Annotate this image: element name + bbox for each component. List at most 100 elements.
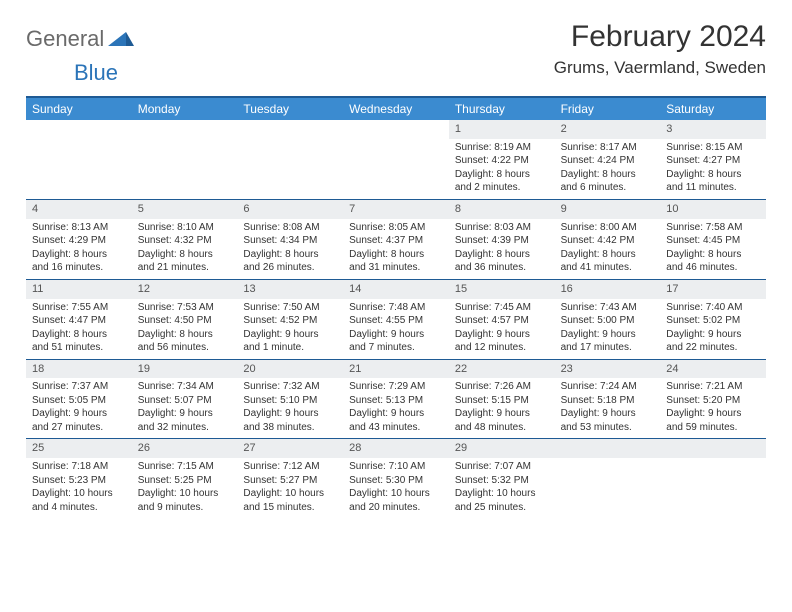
week-row: 4Sunrise: 8:13 AMSunset: 4:29 PMDaylight… — [26, 199, 766, 279]
day-details: Sunrise: 8:15 AMSunset: 4:27 PMDaylight:… — [660, 139, 766, 199]
day-number — [660, 439, 766, 458]
day-details: Sunrise: 7:55 AMSunset: 4:47 PMDaylight:… — [26, 299, 132, 359]
daylight-text: Daylight: 9 hours and 22 minutes. — [666, 328, 760, 355]
day-details: Sunrise: 7:53 AMSunset: 4:50 PMDaylight:… — [132, 299, 238, 359]
day-details — [660, 458, 766, 464]
day-cell: 13Sunrise: 7:50 AMSunset: 4:52 PMDayligh… — [237, 280, 343, 359]
day-cell: 28Sunrise: 7:10 AMSunset: 5:30 PMDayligh… — [343, 439, 449, 518]
day-cell: 2Sunrise: 8:17 AMSunset: 4:24 PMDaylight… — [555, 120, 661, 199]
daylight-text: Daylight: 9 hours and 17 minutes. — [561, 328, 655, 355]
day-cell: 24Sunrise: 7:21 AMSunset: 5:20 PMDayligh… — [660, 360, 766, 439]
day-details: Sunrise: 7:07 AMSunset: 5:32 PMDaylight:… — [449, 458, 555, 518]
day-cell: 4Sunrise: 8:13 AMSunset: 4:29 PMDaylight… — [26, 200, 132, 279]
day-details: Sunrise: 8:08 AMSunset: 4:34 PMDaylight:… — [237, 219, 343, 279]
weekday-label: Wednesday — [343, 98, 449, 120]
sunset-text: Sunset: 5:25 PM — [138, 474, 232, 488]
day-details: Sunrise: 7:45 AMSunset: 4:57 PMDaylight:… — [449, 299, 555, 359]
day-cell: 15Sunrise: 7:45 AMSunset: 4:57 PMDayligh… — [449, 280, 555, 359]
daylight-text: Daylight: 10 hours and 20 minutes. — [349, 487, 443, 514]
day-details: Sunrise: 7:32 AMSunset: 5:10 PMDaylight:… — [237, 378, 343, 438]
sunrise-text: Sunrise: 7:12 AM — [243, 460, 337, 474]
sunset-text: Sunset: 5:32 PM — [455, 474, 549, 488]
brand-triangle-icon — [108, 28, 134, 51]
day-number: 17 — [660, 280, 766, 299]
sunset-text: Sunset: 5:05 PM — [32, 394, 126, 408]
sunset-text: Sunset: 4:22 PM — [455, 154, 549, 168]
sunset-text: Sunset: 5:00 PM — [561, 314, 655, 328]
sunset-text: Sunset: 5:07 PM — [138, 394, 232, 408]
sunrise-text: Sunrise: 8:00 AM — [561, 221, 655, 235]
sunset-text: Sunset: 5:30 PM — [349, 474, 443, 488]
sunset-text: Sunset: 4:34 PM — [243, 234, 337, 248]
day-cell: 22Sunrise: 7:26 AMSunset: 5:15 PMDayligh… — [449, 360, 555, 439]
sunrise-text: Sunrise: 7:50 AM — [243, 301, 337, 315]
day-cell — [132, 120, 238, 199]
day-details: Sunrise: 8:03 AMSunset: 4:39 PMDaylight:… — [449, 219, 555, 279]
day-number: 7 — [343, 200, 449, 219]
day-cell: 7Sunrise: 8:05 AMSunset: 4:37 PMDaylight… — [343, 200, 449, 279]
sunset-text: Sunset: 4:57 PM — [455, 314, 549, 328]
weekday-label: Thursday — [449, 98, 555, 120]
daylight-text: Daylight: 8 hours and 51 minutes. — [32, 328, 126, 355]
day-number: 19 — [132, 360, 238, 379]
sunset-text: Sunset: 4:24 PM — [561, 154, 655, 168]
day-details: Sunrise: 7:10 AMSunset: 5:30 PMDaylight:… — [343, 458, 449, 518]
day-cell: 27Sunrise: 7:12 AMSunset: 5:27 PMDayligh… — [237, 439, 343, 518]
weekday-label: Tuesday — [237, 98, 343, 120]
sunrise-text: Sunrise: 7:18 AM — [32, 460, 126, 474]
daylight-text: Daylight: 8 hours and 26 minutes. — [243, 248, 337, 275]
daylight-text: Daylight: 9 hours and 48 minutes. — [455, 407, 549, 434]
day-cell: 20Sunrise: 7:32 AMSunset: 5:10 PMDayligh… — [237, 360, 343, 439]
day-details: Sunrise: 8:17 AMSunset: 4:24 PMDaylight:… — [555, 139, 661, 199]
day-cell: 18Sunrise: 7:37 AMSunset: 5:05 PMDayligh… — [26, 360, 132, 439]
sunset-text: Sunset: 4:39 PM — [455, 234, 549, 248]
daylight-text: Daylight: 9 hours and 59 minutes. — [666, 407, 760, 434]
day-number: 3 — [660, 120, 766, 139]
day-number: 26 — [132, 439, 238, 458]
sunset-text: Sunset: 5:27 PM — [243, 474, 337, 488]
daylight-text: Daylight: 9 hours and 38 minutes. — [243, 407, 337, 434]
sunrise-text: Sunrise: 7:32 AM — [243, 380, 337, 394]
day-number: 2 — [555, 120, 661, 139]
sunrise-text: Sunrise: 7:29 AM — [349, 380, 443, 394]
daylight-text: Daylight: 10 hours and 4 minutes. — [32, 487, 126, 514]
daylight-text: Daylight: 8 hours and 46 minutes. — [666, 248, 760, 275]
location: Grums, Vaermland, Sweden — [554, 58, 766, 78]
sunrise-text: Sunrise: 8:10 AM — [138, 221, 232, 235]
day-number — [555, 439, 661, 458]
title-block: February 2024 Grums, Vaermland, Sweden — [554, 20, 766, 78]
day-cell: 26Sunrise: 7:15 AMSunset: 5:25 PMDayligh… — [132, 439, 238, 518]
day-number: 13 — [237, 280, 343, 299]
sunset-text: Sunset: 4:55 PM — [349, 314, 443, 328]
day-number: 21 — [343, 360, 449, 379]
sunset-text: Sunset: 5:10 PM — [243, 394, 337, 408]
day-details: Sunrise: 7:50 AMSunset: 4:52 PMDaylight:… — [237, 299, 343, 359]
sunset-text: Sunset: 5:15 PM — [455, 394, 549, 408]
weekday-label: Friday — [555, 98, 661, 120]
sunrise-text: Sunrise: 7:15 AM — [138, 460, 232, 474]
day-details: Sunrise: 7:40 AMSunset: 5:02 PMDaylight:… — [660, 299, 766, 359]
day-cell: 17Sunrise: 7:40 AMSunset: 5:02 PMDayligh… — [660, 280, 766, 359]
sunrise-text: Sunrise: 8:15 AM — [666, 141, 760, 155]
calendar: Sunday Monday Tuesday Wednesday Thursday… — [26, 96, 766, 518]
day-cell: 12Sunrise: 7:53 AMSunset: 4:50 PMDayligh… — [132, 280, 238, 359]
day-number: 11 — [26, 280, 132, 299]
sunrise-text: Sunrise: 7:48 AM — [349, 301, 443, 315]
brand-part1: General — [26, 26, 104, 52]
day-cell: 16Sunrise: 7:43 AMSunset: 5:00 PMDayligh… — [555, 280, 661, 359]
daylight-text: Daylight: 9 hours and 1 minute. — [243, 328, 337, 355]
day-details: Sunrise: 8:05 AMSunset: 4:37 PMDaylight:… — [343, 219, 449, 279]
day-cell: 9Sunrise: 8:00 AMSunset: 4:42 PMDaylight… — [555, 200, 661, 279]
sunrise-text: Sunrise: 8:19 AM — [455, 141, 549, 155]
sunset-text: Sunset: 4:42 PM — [561, 234, 655, 248]
sunset-text: Sunset: 4:37 PM — [349, 234, 443, 248]
weeks-container: 1Sunrise: 8:19 AMSunset: 4:22 PMDaylight… — [26, 120, 766, 518]
sunrise-text: Sunrise: 7:26 AM — [455, 380, 549, 394]
sunrise-text: Sunrise: 8:17 AM — [561, 141, 655, 155]
sunrise-text: Sunrise: 7:21 AM — [666, 380, 760, 394]
weekday-label: Monday — [132, 98, 238, 120]
sunrise-text: Sunrise: 8:03 AM — [455, 221, 549, 235]
daylight-text: Daylight: 8 hours and 21 minutes. — [138, 248, 232, 275]
daylight-text: Daylight: 10 hours and 15 minutes. — [243, 487, 337, 514]
day-number: 14 — [343, 280, 449, 299]
